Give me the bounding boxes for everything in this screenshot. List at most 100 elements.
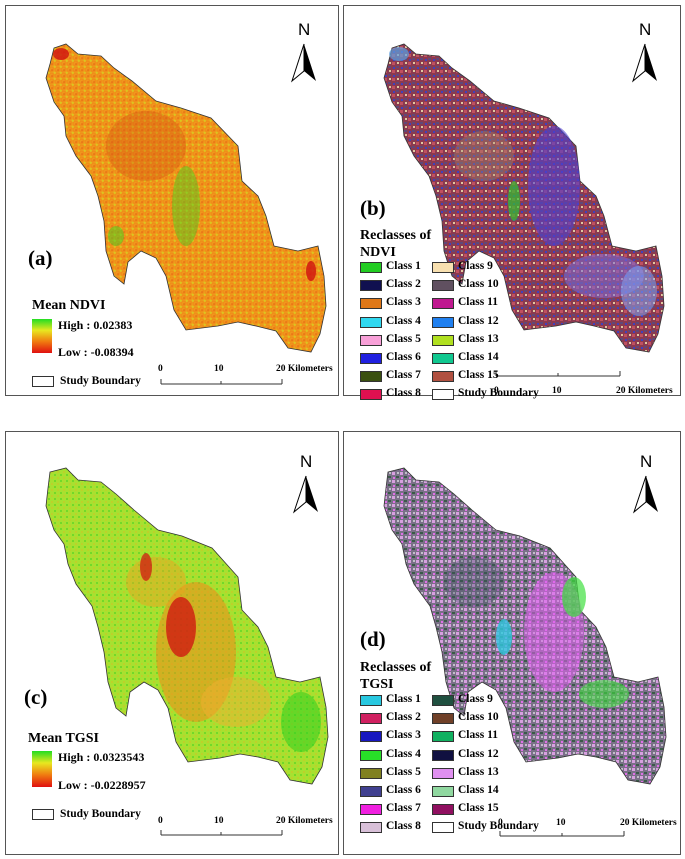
legend-title-line1: Reclasses of <box>360 228 432 243</box>
scale-tick-20: 20 Kilometers <box>616 386 673 396</box>
panel-c: N (c) Mean TGSI High : 0.0323543 Low : -… <box>5 431 339 855</box>
class-swatch <box>360 280 382 292</box>
class-label: Class 13 <box>458 765 499 778</box>
class-swatch <box>432 262 454 273</box>
scale-tick-10: 10 <box>552 386 562 396</box>
class-label: Class 2 <box>386 711 421 724</box>
ramp-high-label: High : 0.0323543 <box>58 750 145 764</box>
class-swatch <box>432 713 454 725</box>
class-label: Class 6 <box>386 784 421 796</box>
map-ndvi-reclass <box>383 43 665 377</box>
scale-tick-20: 20 Kilometers <box>276 816 333 826</box>
north-label: N <box>298 20 311 39</box>
legend-title-line2: TGSI <box>360 677 394 692</box>
class-label: Class 13 <box>458 332 499 345</box>
class-swatch <box>432 804 454 816</box>
boundary-label: Study Boundary <box>60 808 141 820</box>
class-label: Class 2 <box>386 278 421 291</box>
class-swatch <box>432 316 454 328</box>
class-label: Class 5 <box>386 332 421 345</box>
class-label: Class 1 <box>386 693 421 705</box>
boundary-swatch <box>32 376 54 387</box>
map-ndvi <box>45 43 327 385</box>
legend-title-line2: NDVI <box>360 245 396 260</box>
class-swatch <box>432 280 454 292</box>
panel-d: N (d) Reclasses of TGSI Class 1 Class 2 Cl… <box>343 431 681 855</box>
class-swatch <box>360 298 382 310</box>
class-label: Class 12 <box>458 747 499 760</box>
class-label: Class 8 <box>386 387 421 400</box>
class-swatch <box>432 749 454 761</box>
scale-tick-20: 20 Kilometers <box>276 364 333 374</box>
class-swatch <box>360 262 382 273</box>
scale-tick-20: 20 Kilometers <box>620 818 677 828</box>
map-tgsi-reclass <box>383 467 667 837</box>
color-ramp <box>32 751 52 787</box>
class-label: Class 8 <box>386 820 421 833</box>
boundary-swatch <box>432 822 454 834</box>
class-swatch <box>360 822 382 834</box>
map-tgsi <box>45 467 329 836</box>
class-label: Class 6 <box>386 351 421 363</box>
ramp-low-label: Low : -0.08394 <box>58 345 134 359</box>
class-swatch <box>432 695 454 706</box>
legend-title-line1: Reclasses of <box>360 660 432 675</box>
class-label: Class 9 <box>458 260 493 272</box>
class-swatch <box>432 767 454 779</box>
north-label: N <box>300 452 313 471</box>
class-label: Class 14 <box>458 351 499 363</box>
study-area <box>383 43 665 353</box>
class-label: Class 14 <box>458 784 499 796</box>
class-swatch <box>360 334 382 346</box>
north-arrow-icon <box>290 43 305 83</box>
scale-tick-0: 0 <box>158 364 163 374</box>
ramp-low-label: Low : -0.0228957 <box>58 778 146 792</box>
class-swatch <box>360 371 382 383</box>
panel-b: N (b) Reclasses of NDVI Class 1 Class 2 Cl… <box>343 5 681 401</box>
scale-bar <box>160 830 283 836</box>
boundary-label: Study Boundary <box>458 387 539 400</box>
scale-tick-0: 0 <box>158 816 163 826</box>
boundary-label: Study Boundary <box>458 820 539 833</box>
class-label: Class 7 <box>386 802 421 815</box>
class-label: Class 10 <box>458 278 499 291</box>
north-arrow-icon <box>292 475 307 514</box>
scale-tick-0: 0 <box>498 818 503 828</box>
class-swatch <box>360 749 382 761</box>
class-label: Class 15 <box>458 802 499 815</box>
scale-bar <box>160 379 283 385</box>
scale-tick-10: 10 <box>214 364 224 374</box>
class-swatch <box>360 695 382 706</box>
class-label: Class 9 <box>458 693 493 705</box>
class-swatch <box>360 786 382 797</box>
scale-tick-10: 10 <box>556 818 566 828</box>
scale-bar <box>495 371 621 377</box>
ramp-high-label: High : 0.02383 <box>58 318 133 332</box>
boundary-label: Study Boundary <box>60 375 141 387</box>
north-arrow-icon <box>631 43 646 83</box>
boundary-swatch <box>32 809 54 820</box>
legend-title: Mean TGSI <box>28 731 99 746</box>
panel-letter: (c) <box>24 685 48 709</box>
class-label: Class 12 <box>458 314 499 327</box>
class-label: Class 10 <box>458 711 499 724</box>
panel-a: N (a) Mean NDVI High : 0.02383 Low : -0.… <box>5 5 339 396</box>
class-swatch <box>360 353 382 364</box>
scale-tick-0: 0 <box>494 386 499 396</box>
color-ramp <box>32 319 52 353</box>
scale-tick-10: 10 <box>214 816 224 826</box>
class-label: Class 11 <box>458 296 498 309</box>
scale-bar <box>499 831 625 837</box>
class-label: Class 7 <box>386 369 421 382</box>
north-arrow-icon <box>632 475 647 514</box>
boundary-swatch <box>432 389 454 401</box>
class-label: Class 1 <box>386 260 421 272</box>
north-label: N <box>640 452 653 471</box>
class-label: Class 11 <box>458 729 498 742</box>
panel-letter: (d) <box>360 627 386 651</box>
class-swatch <box>360 804 382 816</box>
class-swatch <box>360 731 382 743</box>
class-label: Class 3 <box>386 296 421 309</box>
class-swatch <box>432 786 454 797</box>
class-swatch <box>432 298 454 310</box>
